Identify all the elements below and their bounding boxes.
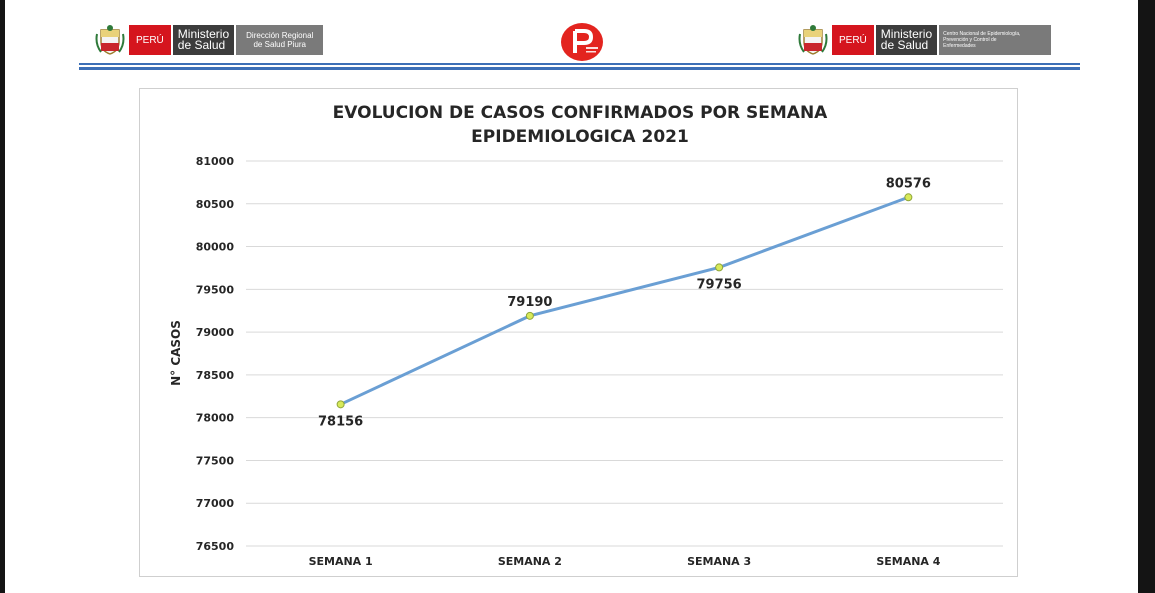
x-tick-label: SEMANA 4 — [876, 555, 940, 568]
y-tick-label: 79000 — [196, 326, 235, 339]
screen-border-right — [1138, 0, 1155, 593]
line-chart: EVOLUCION DE CASOS CONFIRMADOS POR SEMAN… — [169, 103, 1003, 568]
cdc-line-3: Enfermedades — [943, 43, 976, 49]
minsa-piura-logo: PERÚ Ministerio de Salud Dirección Regio… — [95, 23, 324, 57]
data-point — [336, 400, 345, 409]
data-label: 79756 — [697, 277, 742, 292]
peru-coat-of-arms-icon — [798, 25, 828, 55]
department-label: Dirección Regional de Salud Piura — [236, 25, 324, 55]
data-label: 80576 — [886, 176, 931, 191]
cdc-line-1: Centro Nacional de Epidemiología, — [943, 31, 1021, 37]
chart-title-line-1: EVOLUCION DE CASOS CONFIRMADOS POR SEMAN… — [333, 103, 829, 123]
ministry-label: Ministerio de Salud — [172, 25, 235, 55]
y-tick-label: 77500 — [196, 454, 235, 467]
y-axis-label: N° CASOS — [169, 320, 183, 386]
y-tick-label: 81000 — [196, 155, 235, 168]
cdc-line-2: Prevención y Control de — [943, 37, 997, 43]
ministry-line-1: Ministerio — [177, 27, 230, 41]
y-tick-label: 76500 — [196, 540, 235, 553]
x-tick-label: SEMANA 3 — [687, 555, 751, 568]
series-line — [339, 195, 909, 406]
x-tick-label: SEMANA 1 — [309, 555, 373, 568]
y-tick-label: 79500 — [196, 283, 235, 296]
department-line-2: de Salud Piura — [253, 40, 306, 49]
chart-title-line-2: EPIDEMIOLOGICA 2021 — [471, 127, 689, 147]
data-label: 79190 — [507, 295, 552, 310]
y-tick-label: 78500 — [196, 369, 235, 382]
data-point — [525, 311, 534, 320]
data-point — [904, 193, 913, 202]
minsa-cdc-logo: PERÚ Ministerio de Salud Centro Nacional… — [798, 23, 1052, 57]
cdc-label: Centro Nacional de Epidemiología, Preven… — [939, 25, 1052, 55]
data-label: 78156 — [318, 414, 363, 429]
ministry-line-2: de Salud — [880, 38, 929, 52]
y-tick-label: 80000 — [196, 241, 235, 254]
data-point — [715, 263, 724, 272]
y-tick-label: 77000 — [196, 497, 235, 510]
slide: PERÚ Ministerio de Salud Dirección Regio… — [5, 0, 1138, 593]
peru-coat-of-arms-icon — [95, 25, 125, 55]
ministry-line-1: Ministerio — [880, 27, 933, 41]
peru-label: PERÚ — [832, 25, 874, 55]
header-rule — [79, 67, 1080, 70]
ministry-line-2: de Salud — [177, 38, 226, 52]
header-rule — [79, 63, 1080, 65]
screen-border-left — [0, 0, 5, 593]
x-tick-label: SEMANA 2 — [498, 555, 562, 568]
y-tick-label: 80500 — [196, 198, 235, 211]
ministry-label: Ministerio de Salud — [875, 25, 938, 55]
gobierno-regional-logo-icon — [561, 23, 603, 61]
y-tick-label: 78000 — [196, 412, 235, 425]
peru-label: PERÚ — [129, 25, 171, 55]
chart-frame: EVOLUCION DE CASOS CONFIRMADOS POR SEMAN… — [139, 88, 1018, 577]
department-line-1: Dirección Regional — [246, 31, 314, 40]
